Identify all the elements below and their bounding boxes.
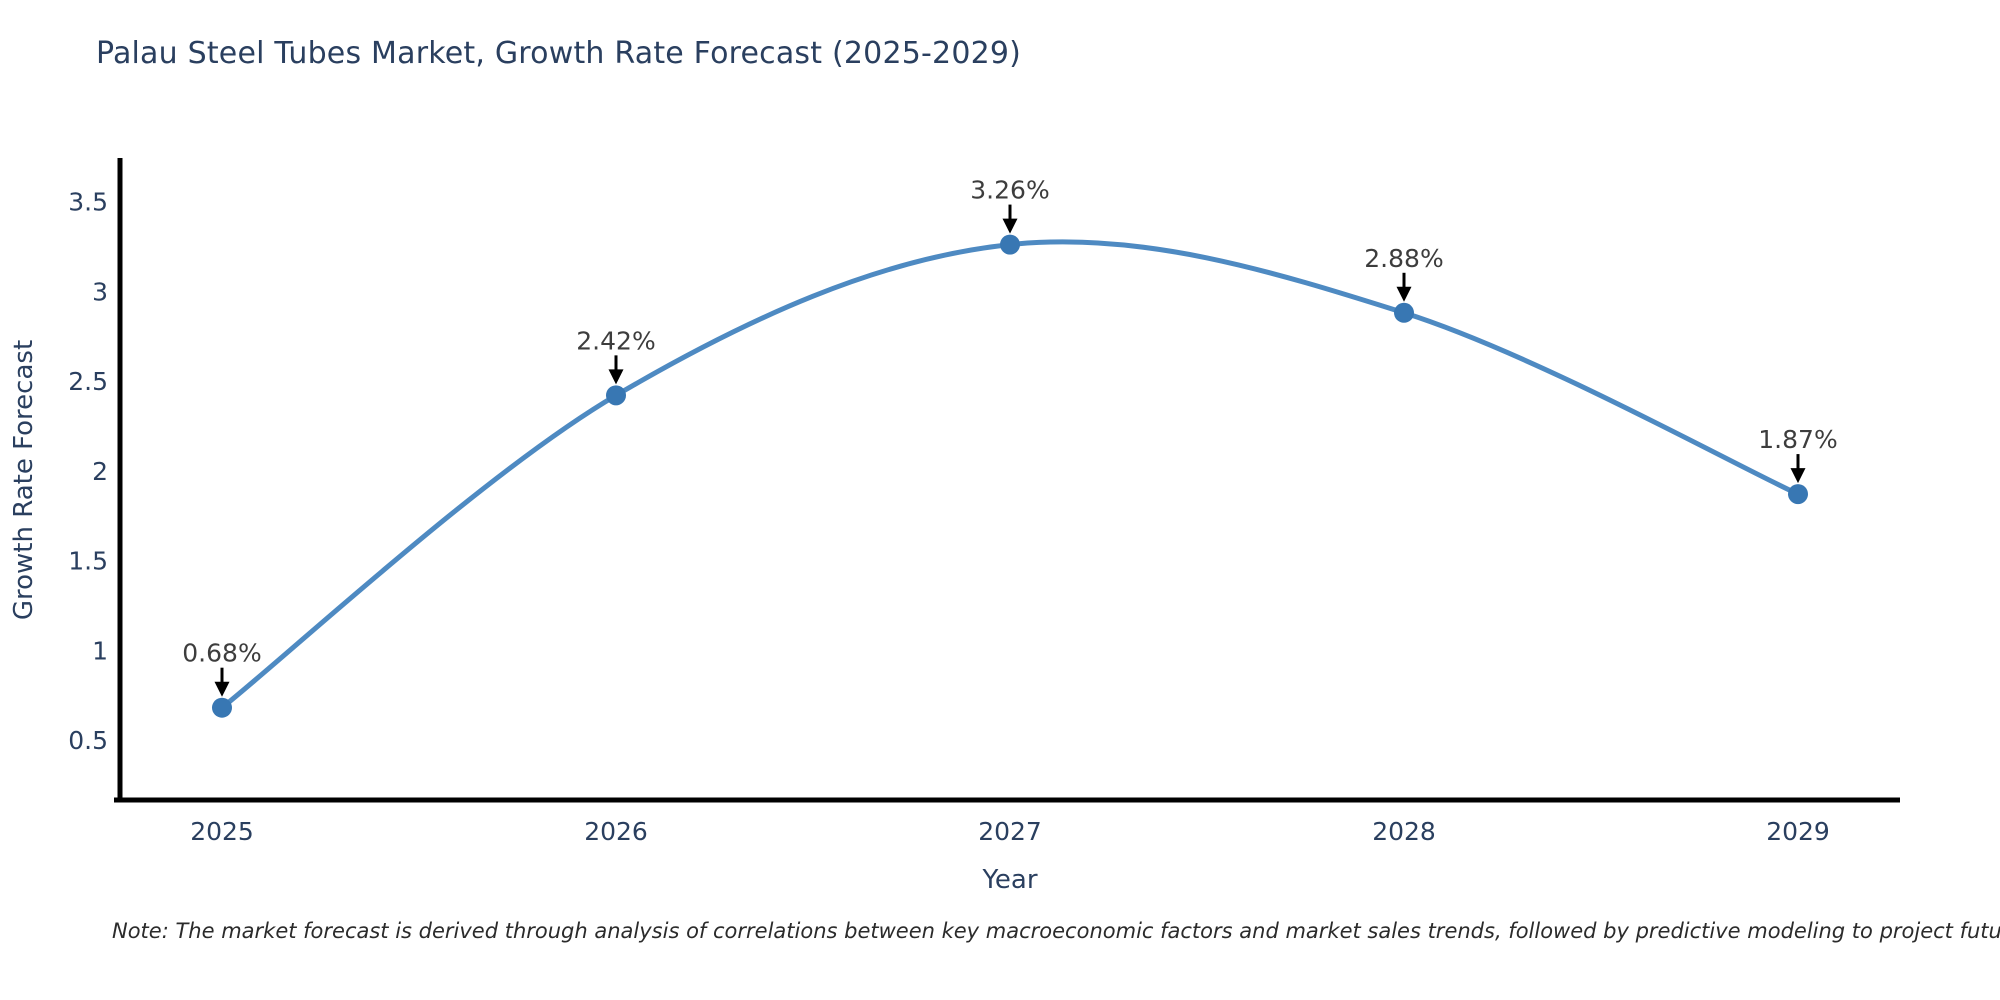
y-tick-label: 0.5 xyxy=(68,726,108,755)
y-tick-label: 3.5 xyxy=(68,188,108,217)
data-point-label: 2.42% xyxy=(576,326,655,355)
x-tick-label: 2025 xyxy=(190,817,254,846)
y-tick-label: 1.5 xyxy=(68,547,108,576)
y-tick-label: 2 xyxy=(92,457,108,486)
data-point-marker xyxy=(1000,234,1020,255)
data-point-marker xyxy=(1788,484,1808,505)
y-tick-label: 3 xyxy=(92,277,108,306)
x-tick-label: 2027 xyxy=(978,817,1042,846)
forecast-line xyxy=(219,239,1801,711)
data-point-marker xyxy=(1394,302,1414,323)
y-tick-label: 2.5 xyxy=(68,367,108,396)
y-axis-title: Growth Rate Forecast xyxy=(9,340,39,620)
data-point-label: 0.68% xyxy=(182,639,261,668)
annotation-arrowhead-icon xyxy=(1396,286,1412,302)
annotation-arrowhead-icon xyxy=(214,681,230,697)
chart-title: Palau Steel Tubes Market, Growth Rate Fo… xyxy=(96,36,1022,71)
y-tick-label: 1 xyxy=(92,636,108,665)
annotation-arrowhead-icon xyxy=(1790,468,1806,484)
footnote: Note: The market forecast is derived thr… xyxy=(112,919,2000,943)
annotation-arrowhead-icon xyxy=(1002,218,1018,234)
x-tick-label: 2026 xyxy=(584,817,648,846)
x-axis-title: Year xyxy=(981,865,1037,895)
data-point-marker xyxy=(212,697,232,718)
annotation-arrowhead-icon xyxy=(608,369,624,385)
data-point-marker xyxy=(606,385,626,406)
x-tick-label: 2028 xyxy=(1372,817,1436,846)
data-point-label: 3.26% xyxy=(970,176,1049,205)
data-point-label: 2.88% xyxy=(1364,244,1443,273)
data-point-label: 1.87% xyxy=(1758,425,1837,454)
x-tick-label: 2029 xyxy=(1766,817,1830,846)
